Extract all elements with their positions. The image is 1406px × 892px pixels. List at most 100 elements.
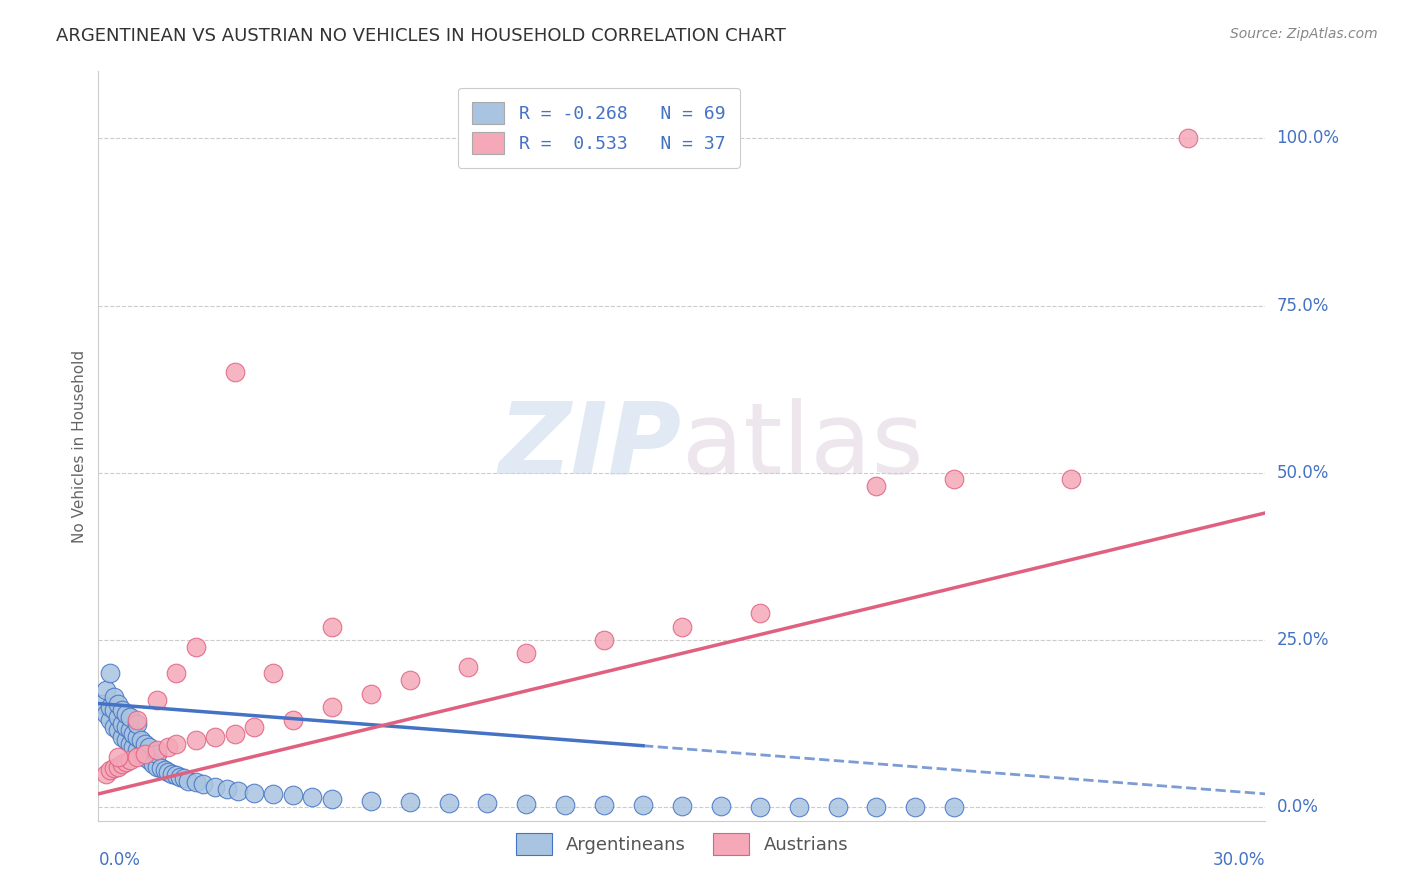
Point	[122, 726, 145, 740]
Point	[184, 774, 207, 789]
Point	[96, 683, 118, 698]
Point	[1177, 131, 1199, 145]
Point	[865, 800, 887, 814]
Point	[457, 660, 479, 674]
Text: 0.0%: 0.0%	[98, 851, 141, 869]
Point	[177, 773, 200, 788]
Point	[114, 720, 136, 734]
Point	[165, 737, 187, 751]
Point	[134, 750, 156, 764]
Point	[149, 762, 172, 776]
Point	[146, 743, 169, 757]
Point	[118, 753, 141, 767]
Point	[146, 760, 169, 774]
Point	[224, 726, 246, 740]
Point	[129, 733, 152, 747]
Point	[96, 706, 118, 721]
Point	[827, 799, 849, 814]
Point	[111, 756, 134, 771]
Point	[114, 733, 136, 747]
Point	[138, 740, 160, 755]
Point	[107, 760, 129, 774]
Point	[111, 716, 134, 731]
Text: 30.0%: 30.0%	[1213, 851, 1265, 869]
Point	[204, 780, 226, 795]
Text: 0.0%: 0.0%	[1277, 798, 1319, 816]
Text: atlas: atlas	[682, 398, 924, 494]
Point	[129, 747, 152, 761]
Point	[122, 740, 145, 755]
Point	[134, 737, 156, 751]
Text: ARGENTINEAN VS AUSTRIAN NO VEHICLES IN HOUSEHOLD CORRELATION CHART: ARGENTINEAN VS AUSTRIAN NO VEHICLES IN H…	[56, 27, 786, 45]
Point	[360, 794, 382, 808]
Text: 50.0%: 50.0%	[1277, 464, 1329, 482]
Point	[103, 720, 125, 734]
Point	[98, 714, 121, 728]
Point	[301, 790, 323, 805]
Point	[184, 640, 207, 654]
Point	[1060, 473, 1083, 487]
Point	[111, 730, 134, 744]
Point	[162, 767, 184, 781]
Point	[107, 697, 129, 711]
Point	[748, 607, 770, 621]
Point	[107, 750, 129, 764]
Point	[904, 800, 927, 814]
Point	[243, 786, 266, 800]
Text: 100.0%: 100.0%	[1277, 129, 1340, 147]
Y-axis label: No Vehicles in Household: No Vehicles in Household	[72, 350, 87, 542]
Point	[184, 733, 207, 747]
Point	[360, 687, 382, 701]
Point	[710, 799, 733, 814]
Point	[146, 693, 169, 707]
Point	[169, 770, 191, 784]
Point	[321, 791, 343, 805]
Point	[281, 714, 304, 728]
Point	[515, 646, 537, 660]
Point	[103, 762, 125, 776]
Point	[114, 755, 136, 769]
Point	[107, 723, 129, 738]
Point	[671, 799, 693, 814]
Point	[127, 716, 149, 731]
Point	[262, 666, 284, 681]
Point	[157, 765, 180, 780]
Point	[165, 666, 187, 681]
Point	[204, 730, 226, 744]
Point	[153, 764, 176, 778]
Point	[98, 700, 121, 714]
Point	[215, 781, 238, 796]
Point	[173, 772, 195, 786]
Point	[96, 767, 118, 781]
Point	[142, 756, 165, 771]
Point	[321, 620, 343, 634]
Point	[127, 750, 149, 764]
Point	[127, 730, 149, 744]
Point	[118, 723, 141, 738]
Point	[127, 714, 149, 728]
Point	[631, 798, 654, 813]
Point	[98, 764, 121, 778]
Point	[671, 620, 693, 634]
Point	[165, 768, 187, 782]
Point	[193, 777, 215, 791]
Point	[118, 710, 141, 724]
Point	[134, 747, 156, 761]
Point	[103, 703, 125, 717]
Point	[98, 666, 121, 681]
Point	[398, 795, 420, 809]
Point	[91, 697, 114, 711]
Text: Source: ZipAtlas.com: Source: ZipAtlas.com	[1230, 27, 1378, 41]
Point	[593, 633, 616, 648]
Point	[865, 479, 887, 493]
Point	[554, 797, 576, 812]
Text: 75.0%: 75.0%	[1277, 296, 1329, 315]
Text: 25.0%: 25.0%	[1277, 631, 1329, 649]
Point	[243, 720, 266, 734]
Point	[437, 796, 460, 810]
Point	[114, 706, 136, 721]
Point	[515, 797, 537, 811]
Point	[262, 787, 284, 801]
Text: ZIP: ZIP	[499, 398, 682, 494]
Point	[146, 747, 169, 761]
